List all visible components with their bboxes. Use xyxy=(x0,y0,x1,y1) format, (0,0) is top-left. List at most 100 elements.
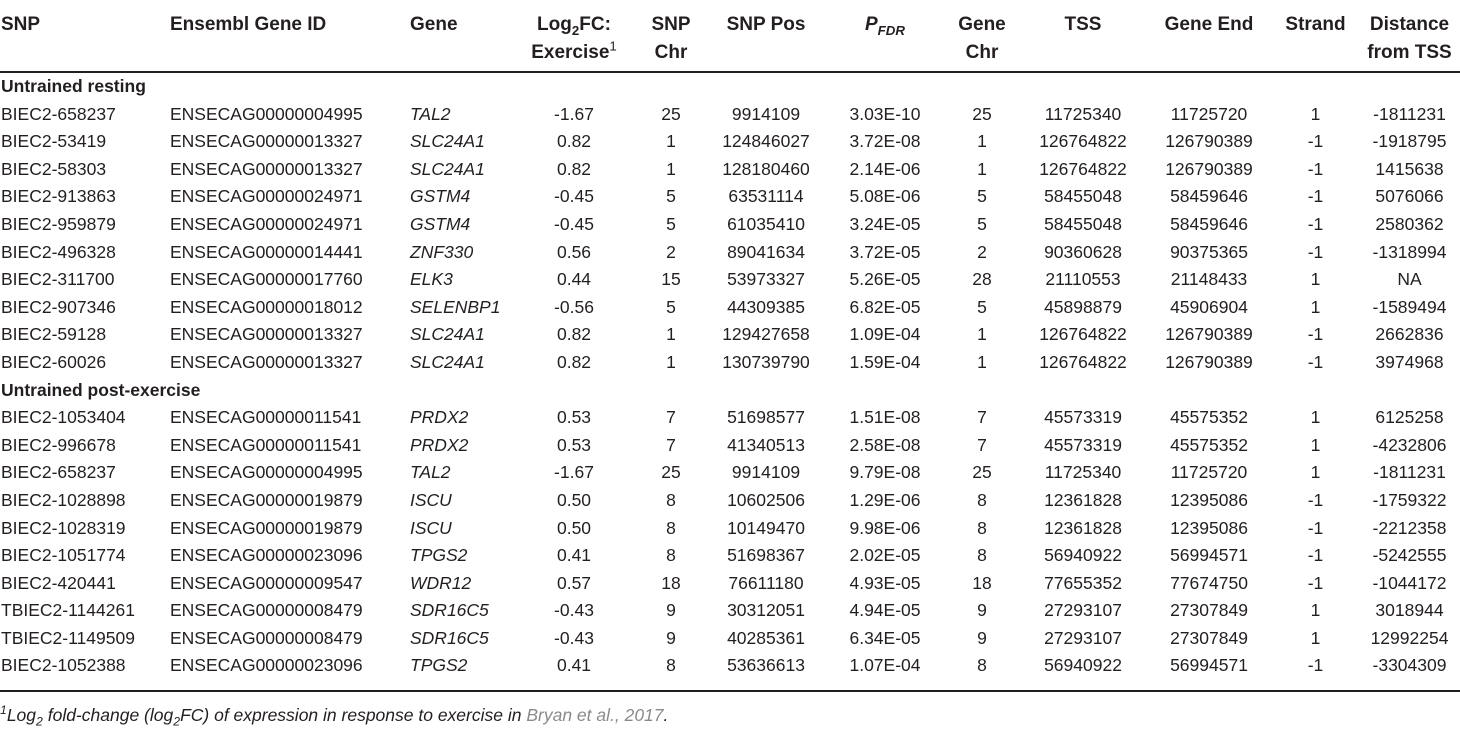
cell-pfdr: 1.07E-04 xyxy=(849,655,921,676)
cell-logfc: -0.45 xyxy=(554,186,594,207)
cell-distance: -2212358 xyxy=(1372,517,1447,538)
cell-gene: TAL2 xyxy=(410,462,451,483)
cell-distance: 12992254 xyxy=(1370,627,1449,648)
cell-snp-chr: 7 xyxy=(666,434,676,455)
cell-tss: 11725340 xyxy=(1044,462,1122,483)
cell-gene-chr: 8 xyxy=(977,489,987,510)
cell-logfc: -1.67 xyxy=(554,462,594,483)
cell-distance: -1918795 xyxy=(1372,131,1447,152)
table-row: BIEC2-996678 ENSECAG00000011541 PRDX2 0.53 7… xyxy=(0,432,1460,460)
cell-tss: 90360628 xyxy=(1044,241,1122,262)
cell-logfc: 0.44 xyxy=(556,269,592,290)
cell-gene-id: ENSECAG00000018012 xyxy=(170,296,363,317)
cell-snp-chr: 1 xyxy=(666,351,676,372)
cell-pfdr: 6.82E-05 xyxy=(849,296,921,317)
col-header-snp: SNP xyxy=(1,14,41,35)
cell-gene-end: 12395086 xyxy=(1170,489,1248,510)
cell-strand: 1 xyxy=(1310,296,1321,317)
cell-gene: SELENBP1 xyxy=(410,296,501,317)
cell-logfc: 0.56 xyxy=(556,241,592,262)
cell-gene-end: 27307849 xyxy=(1170,627,1248,648)
table-row: BIEC2-59128 ENSECAG00000013327 SLC24A1 0.82… xyxy=(0,321,1460,349)
cell-logfc: 0.82 xyxy=(556,324,592,345)
table-row: BIEC2-658237 ENSECAG00000004995 TAL2 -1.67 2… xyxy=(0,459,1460,487)
cell-gene-end: 45575352 xyxy=(1170,434,1248,455)
cell-pfdr: 1.51E-08 xyxy=(849,407,921,428)
cell-distance: 2580362 xyxy=(1375,213,1444,234)
cell-strand: 1 xyxy=(1310,269,1321,290)
table-row: BIEC2-1028898 ENSECAG00000019879 ISCU 0.50 8… xyxy=(0,487,1460,515)
cell-gene-chr: 8 xyxy=(977,517,987,538)
section-header-row: Untrained resting xyxy=(0,72,1460,101)
cell-gene-chr: 7 xyxy=(977,407,987,428)
cell-gene-chr: 1 xyxy=(977,131,987,152)
cell-gene-id: ENSECAG00000013327 xyxy=(170,131,363,152)
cell-gene-chr: 5 xyxy=(977,186,987,207)
col-header-gene-chr: Gene Chr xyxy=(958,14,1006,63)
cell-distance: -5242555 xyxy=(1372,545,1447,566)
cell-snp-chr: 18 xyxy=(661,572,681,593)
cell-snp: BIEC2-496328 xyxy=(1,241,116,262)
cell-tss: 12361828 xyxy=(1044,489,1122,510)
cell-snp: BIEC2-1051774 xyxy=(1,545,126,566)
cell-gene: GSTM4 xyxy=(410,186,471,207)
cell-gene-id: ENSECAG00000004995 xyxy=(170,462,363,483)
cell-tss: 126764822 xyxy=(1039,158,1127,179)
cell-distance: -3304309 xyxy=(1372,655,1447,676)
cell-distance: -4232806 xyxy=(1372,434,1447,455)
cell-snp-pos: 51698367 xyxy=(727,545,805,566)
cell-distance: NA xyxy=(1397,269,1422,290)
cell-snp-chr: 8 xyxy=(666,489,676,510)
cell-snp-pos: 63531114 xyxy=(728,186,804,207)
cell-distance: -1589494 xyxy=(1372,296,1447,317)
cell-distance: -1759322 xyxy=(1372,489,1447,510)
cell-gene: SLC24A1 xyxy=(410,324,485,345)
table-row: BIEC2-58303 ENSECAG00000013327 SLC24A1 0.82… xyxy=(0,156,1460,184)
cell-logfc: 0.41 xyxy=(556,655,592,676)
cell-gene-id: ENSECAG00000004995 xyxy=(170,103,363,124)
cell-pfdr: 3.24E-05 xyxy=(849,213,921,234)
cell-snp: BIEC2-1053404 xyxy=(1,407,126,428)
cell-gene-id: ENSECAG00000024971 xyxy=(170,213,363,234)
cell-tss: 56940922 xyxy=(1044,655,1122,676)
cell-snp-chr: 25 xyxy=(661,103,681,124)
cell-snp-pos: 51698577 xyxy=(727,407,805,428)
cell-strand: 1 xyxy=(1310,103,1321,124)
cell-snp-chr: 9 xyxy=(666,600,676,621)
cell-gene: WDR12 xyxy=(410,572,472,593)
cell-gene-id: ENSECAG00000013327 xyxy=(170,351,363,372)
header-row: SNP Ensembl Gene ID Gene Log2FC: Exercise… xyxy=(0,0,1460,72)
cell-pfdr: 9.98E-06 xyxy=(849,517,921,538)
cell-gene: GSTM4 xyxy=(410,213,471,234)
cell-strand: -1 xyxy=(1307,545,1324,566)
cell-pfdr: 1.59E-04 xyxy=(849,351,921,372)
cell-snp: TBIEC2-1149509 xyxy=(1,627,135,648)
section-title: Untrained resting xyxy=(1,76,146,96)
cell-distance: 3018944 xyxy=(1375,600,1444,621)
cell-pfdr: 4.93E-05 xyxy=(849,572,921,593)
cell-snp-chr: 1 xyxy=(666,131,676,152)
cell-snp-pos: 61035410 xyxy=(727,213,805,234)
cell-gene-end: 126790389 xyxy=(1165,351,1253,372)
cell-distance: 3974968 xyxy=(1375,351,1444,372)
cell-snp: BIEC2-658237 xyxy=(1,103,116,124)
cell-gene-id: ENSECAG00000019879 xyxy=(170,489,363,510)
cell-gene-id: ENSECAG00000013327 xyxy=(170,324,363,345)
cell-distance: -1318994 xyxy=(1372,241,1447,262)
cell-snp: BIEC2-60026 xyxy=(1,351,107,372)
cell-snp: BIEC2-658237 xyxy=(1,462,116,483)
cell-strand: 1 xyxy=(1310,407,1321,428)
section-title: Untrained post-exercise xyxy=(1,379,201,400)
cell-strand: 1 xyxy=(1310,434,1321,455)
cell-snp-pos: 40285361 xyxy=(727,627,805,648)
cell-strand: -1 xyxy=(1307,655,1324,676)
cell-gene-id: ENSECAG00000009547 xyxy=(170,572,363,593)
cell-snp-pos: 53973327 xyxy=(727,269,805,290)
table-row: BIEC2-658237 ENSECAG00000004995 TAL2 -1.67 2… xyxy=(0,101,1460,129)
cell-tss: 11725340 xyxy=(1044,103,1122,124)
cell-snp-chr: 25 xyxy=(661,462,681,483)
cell-distance: -1044172 xyxy=(1372,572,1447,593)
cell-pfdr: 5.08E-06 xyxy=(849,186,921,207)
cell-tss: 27293107 xyxy=(1044,627,1122,648)
table-row: BIEC2-1053404 ENSECAG00000011541 PRDX2 0.53… xyxy=(0,404,1460,432)
